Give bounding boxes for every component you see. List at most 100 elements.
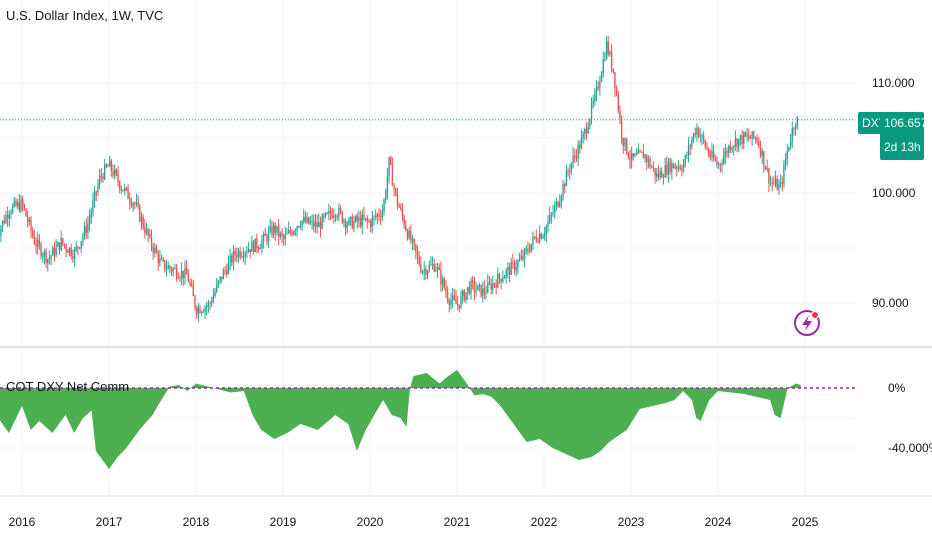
candle	[359, 211, 362, 229]
candle	[16, 199, 19, 209]
candle	[388, 156, 390, 184]
candle	[67, 248, 69, 253]
candle	[584, 127, 586, 141]
candle	[403, 214, 405, 229]
candle	[113, 164, 116, 180]
candle	[431, 256, 434, 270]
candle	[42, 252, 44, 263]
candle	[229, 248, 231, 271]
candle	[23, 203, 26, 211]
candle	[3, 214, 5, 225]
candle	[764, 165, 767, 170]
candle	[247, 241, 250, 253]
candle	[180, 262, 183, 286]
candle	[241, 251, 243, 259]
candle	[276, 225, 278, 236]
candle	[450, 292, 452, 310]
candle	[182, 270, 184, 286]
indicator-pane[interactable]	[0, 370, 855, 469]
candle	[542, 233, 544, 239]
candle	[669, 157, 671, 175]
candle	[699, 128, 701, 143]
time-tick-label: 2024	[705, 515, 732, 529]
candle	[47, 258, 49, 272]
candle	[272, 222, 275, 239]
candle	[734, 130, 737, 151]
candle	[105, 163, 108, 169]
candle	[525, 245, 527, 255]
candle	[194, 294, 196, 311]
candle	[28, 216, 31, 226]
indicator-axis[interactable]: 0% -40,000%	[888, 381, 932, 455]
candle	[393, 183, 395, 197]
candle	[649, 156, 651, 170]
candle	[614, 71, 616, 97]
candle	[239, 246, 241, 261]
candle	[25, 208, 27, 217]
candle	[346, 221, 348, 234]
candle	[0, 225, 2, 243]
candle	[667, 157, 670, 183]
candle	[712, 144, 715, 162]
candle	[157, 249, 159, 272]
candle	[400, 203, 402, 211]
candle	[289, 226, 292, 236]
candle	[354, 214, 357, 223]
candle	[456, 296, 459, 311]
grid-lines	[0, 0, 855, 496]
candle	[271, 220, 273, 238]
candle	[721, 158, 723, 173]
candle	[38, 234, 41, 250]
candle	[500, 278, 502, 290]
candle	[545, 224, 548, 243]
candle	[592, 95, 594, 109]
candle	[366, 215, 369, 229]
lightning-icon[interactable]	[794, 310, 820, 336]
candle	[234, 247, 236, 262]
candle	[426, 269, 429, 280]
candle	[523, 247, 526, 268]
candle	[438, 263, 440, 271]
candle	[53, 241, 56, 262]
candle	[446, 285, 449, 304]
candle	[324, 212, 327, 219]
candle	[564, 182, 566, 194]
time-axis[interactable]: 2016 2017 2018 2019 2020 2021 2022 2023 2024 2025	[9, 515, 819, 529]
candle	[793, 126, 795, 136]
candle	[35, 237, 37, 255]
candle	[209, 300, 211, 311]
candle	[356, 212, 358, 229]
candle	[751, 131, 753, 146]
candle	[766, 159, 768, 173]
candle	[396, 187, 399, 211]
candle	[490, 278, 492, 295]
candle	[702, 131, 705, 144]
candle	[13, 196, 16, 208]
candle	[135, 193, 138, 208]
candle	[684, 154, 686, 168]
price-axis[interactable]: 110.000 100.000 90.000	[872, 76, 916, 310]
candle	[221, 276, 223, 284]
candle	[242, 247, 245, 263]
candle	[487, 274, 489, 294]
candle	[206, 301, 208, 316]
candle	[185, 259, 188, 275]
candle	[65, 242, 67, 258]
candle	[244, 250, 246, 265]
candle	[10, 209, 12, 220]
candle	[629, 149, 631, 169]
candle	[110, 158, 113, 177]
candle	[569, 164, 571, 180]
price-pane[interactable]	[0, 36, 855, 323]
candle	[774, 170, 777, 188]
candle	[676, 164, 678, 177]
candle	[677, 160, 680, 173]
candle	[642, 143, 645, 159]
candle	[261, 234, 263, 255]
candle	[433, 258, 435, 273]
time-tick-label: 2022	[531, 515, 558, 529]
candle	[458, 304, 461, 313]
candle	[783, 159, 785, 189]
candle	[266, 233, 268, 246]
